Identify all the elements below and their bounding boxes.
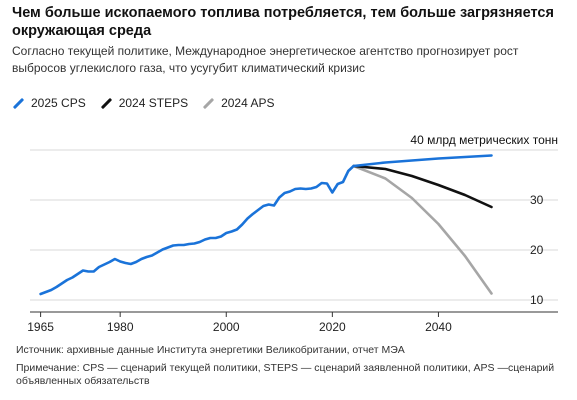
x-tick-label: 2000 <box>213 320 240 334</box>
legend-item-steps: 2024 STEPS <box>100 96 188 110</box>
chart-legend: 2025 CPS 2024 STEPS 2024 APS <box>12 94 288 112</box>
chart-title: Чем больше ископаемого топлива потребляе… <box>12 5 554 39</box>
emissions-line-chart: 10 20 30 40 млрд метрических тонн 1965 1980 20… <box>27 133 558 334</box>
legend-item-aps: 2024 APS <box>202 96 274 110</box>
abbreviations-note: Примечание: CPS — сценарий текущей полит… <box>16 362 555 387</box>
y-tick-label: 10 <box>530 293 544 307</box>
series-line-cps <box>39 154 493 296</box>
legend-item-cps: 2025 CPS <box>12 96 86 110</box>
series-line-steps <box>352 164 493 209</box>
legend-label-steps: 2024 STEPS <box>118 96 189 110</box>
y-tick-label: 30 <box>530 193 544 207</box>
legend-swatch-steps <box>100 97 112 109</box>
source-note: Источник: архивные данные Института энер… <box>16 344 405 356</box>
legend-swatch-cps <box>12 97 25 109</box>
y-tick-label: 20 <box>530 243 544 257</box>
y-axis-unit-label: 40 млрд метрических тонн <box>410 133 558 147</box>
legend-label-cps: 2025 CPS <box>31 96 86 110</box>
x-tick-label: 1965 <box>27 320 54 334</box>
x-tick-label: 2040 <box>425 320 452 334</box>
series-line-aps <box>352 164 493 295</box>
legend-swatch-aps <box>202 97 215 109</box>
legend-label-aps: 2024 APS <box>221 96 275 110</box>
x-tick-label: 2020 <box>319 320 346 334</box>
x-tick-label: 1980 <box>107 320 134 334</box>
chart-subtitle: Согласно текущей политике, Международное… <box>12 44 519 75</box>
